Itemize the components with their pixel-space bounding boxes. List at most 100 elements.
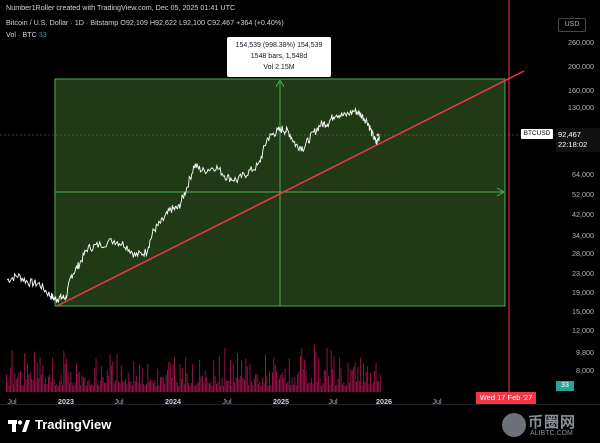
volume-bar — [253, 378, 255, 392]
volume-bar — [126, 384, 128, 392]
volume-bar — [32, 380, 34, 392]
date-marker-label: Wed 17 Feb '27 — [476, 392, 536, 404]
y-tick-label: 52,000 — [572, 190, 594, 199]
price-chart[interactable] — [0, 0, 600, 404]
volume-bar — [281, 372, 283, 392]
volume-bar — [13, 384, 14, 392]
volume-bar — [153, 382, 154, 392]
price-change: +364 (+0.40%) — [236, 18, 284, 27]
volume-bar — [265, 354, 266, 392]
volume-bar — [139, 364, 140, 392]
volume-bar — [199, 359, 201, 392]
trendline[interactable] — [56, 70, 525, 307]
volume-bar — [189, 385, 191, 392]
volume-bar — [160, 377, 161, 392]
volume-bar — [295, 385, 297, 392]
volume-bar — [312, 383, 314, 392]
y-tick-label: 28,000 — [572, 249, 594, 258]
volume-bar — [244, 379, 245, 392]
volume-bar — [123, 381, 125, 392]
volume-bar — [116, 353, 118, 392]
volume-bar — [111, 365, 112, 392]
y-tick-label: 15,000 — [572, 307, 594, 316]
volume-bar — [175, 378, 177, 392]
volume-bar — [209, 383, 210, 392]
volume-bar — [351, 370, 353, 392]
volume-bar — [99, 380, 101, 392]
volume-bar — [53, 379, 55, 392]
volume-bar — [178, 385, 180, 392]
volume-bar — [329, 385, 331, 392]
volume-bar — [41, 374, 42, 392]
volume-bar — [97, 384, 98, 392]
measure-info-box: 154,539 (998.38%) 154,539 1548 bars, 1,5… — [227, 37, 331, 77]
volume-bar — [36, 362, 38, 392]
volume-bar — [81, 375, 83, 392]
volume-bar — [15, 379, 17, 392]
currency-button[interactable]: USD — [558, 18, 586, 32]
volume-bar — [67, 371, 69, 392]
volume-bar — [62, 384, 63, 392]
volume-bar — [231, 385, 233, 392]
volume-bar — [46, 384, 48, 392]
volume-bar — [259, 382, 261, 392]
volume-bar — [342, 384, 343, 392]
volume-bar — [132, 385, 133, 392]
volume-bar — [311, 378, 313, 392]
volume-bar — [248, 384, 250, 392]
measure-change: 154,539 (998.38%) 154,539 — [235, 42, 323, 49]
volume-bar — [232, 363, 234, 392]
volume-bar — [316, 381, 318, 392]
volume-bar — [333, 356, 335, 392]
volume-bar — [137, 382, 139, 392]
volume-bar — [146, 383, 147, 392]
y-tick-label: 19,000 — [572, 288, 594, 297]
volume-bar — [154, 380, 156, 392]
bar-countdown: 22:18:02 — [558, 140, 588, 149]
volume-bar — [319, 378, 321, 392]
volume-bar — [336, 384, 338, 392]
volume-bar — [214, 376, 216, 392]
volume-bar — [7, 382, 9, 392]
volume-bar — [346, 384, 348, 392]
volume-bar — [367, 366, 369, 392]
volume-bar — [343, 382, 345, 392]
volume-bar — [80, 385, 82, 392]
volume-bar — [176, 382, 178, 392]
x-tick-label: Jul — [222, 397, 232, 406]
volume-bar — [78, 371, 80, 392]
volume-bar — [31, 379, 33, 392]
volume-bar — [20, 371, 21, 392]
volume-bar — [161, 376, 163, 392]
volume-label: Vol · BTC — [6, 30, 37, 39]
volume-bar — [258, 384, 259, 392]
volume-bar — [66, 358, 68, 392]
volume-bar — [91, 383, 93, 392]
volume-bar — [64, 363, 66, 392]
volume-bar — [267, 385, 269, 392]
volume-bar — [155, 386, 157, 392]
volume-bar — [120, 365, 122, 392]
y-tick-label: 12,000 — [572, 326, 594, 335]
tradingview-logo[interactable]: TradingView — [8, 417, 111, 432]
volume-bar — [24, 353, 26, 392]
volume-bar — [286, 383, 287, 392]
volume-bar — [202, 375, 203, 392]
volume-bar — [151, 380, 153, 392]
volume-bar — [210, 381, 212, 392]
x-tick-label: Jul — [7, 397, 17, 406]
volume-bar — [315, 352, 317, 392]
volume-bar — [136, 375, 138, 392]
volume-bar — [84, 378, 86, 392]
volume-bar — [134, 381, 136, 392]
volume-bar — [129, 381, 131, 392]
volume-bar — [347, 362, 349, 392]
volume-bar — [197, 381, 199, 392]
volume-bar — [196, 383, 198, 392]
footer: TradingView 币圈网 ALIBTC.COM — [0, 404, 600, 443]
volume-bar — [11, 350, 13, 392]
volume-bar — [364, 382, 366, 392]
volume-bar — [368, 384, 370, 392]
volume-bar — [162, 377, 164, 392]
volume-bar — [227, 380, 229, 392]
